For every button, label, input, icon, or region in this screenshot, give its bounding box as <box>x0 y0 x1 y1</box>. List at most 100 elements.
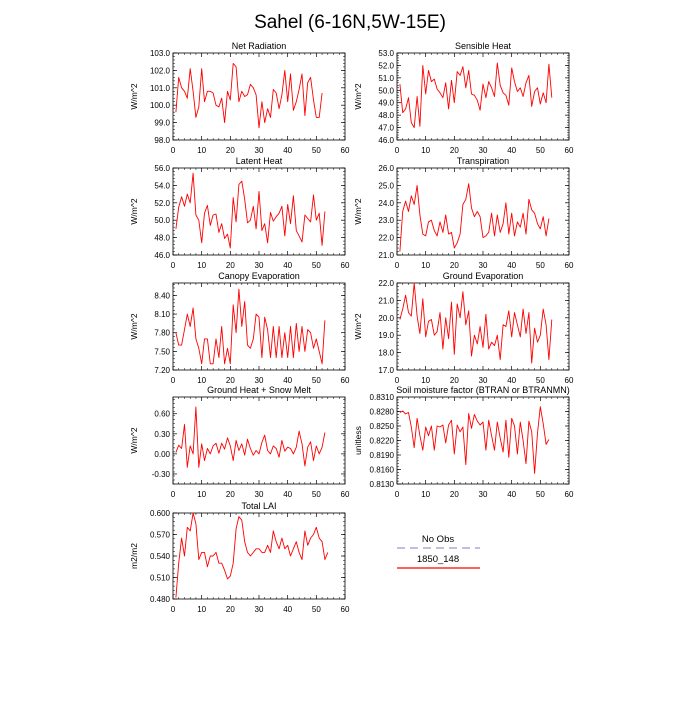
legend: No Obs 1850_148 <box>397 534 480 569</box>
series-line-canopy-evaporation <box>175 288 326 365</box>
y-tick-label: 101.0 <box>150 84 171 93</box>
x-tick-label: 40 <box>507 376 516 385</box>
series-line-transpiration <box>399 183 550 252</box>
y-tick-label: 8.40 <box>154 291 170 300</box>
x-tick-label: 30 <box>255 146 264 155</box>
y-tick-label: 17.0 <box>378 366 394 375</box>
panel-title: Transpiration <box>457 156 509 166</box>
x-tick-label: 20 <box>450 490 459 499</box>
y-tick-label: 18.0 <box>378 349 394 358</box>
panel-title: Sensible Heat <box>455 41 512 51</box>
y-axis-label: W/m^2 <box>129 198 139 224</box>
panel-transpiration: Transpiration 0 10 20 30 40 50 60 21.0 22.0 23.0 24… <box>353 156 574 270</box>
y-tick-label: 54.0 <box>154 181 170 190</box>
y-tick-label: 0.8130 <box>370 480 395 489</box>
x-tick-label: 0 <box>171 376 176 385</box>
x-tick-label: 0 <box>395 146 400 155</box>
panel-net-radiation: Net Radiation 0 10 20 30 40 50 60 98.0 99.0 100.0 1… <box>129 41 350 155</box>
x-tick-label: 60 <box>341 376 350 385</box>
y-tick-label: 22.0 <box>378 279 394 288</box>
x-tick-label: 30 <box>479 261 488 270</box>
x-tick-label: 10 <box>197 146 206 155</box>
x-tick-label: 20 <box>226 490 235 499</box>
x-tick-label: 60 <box>565 490 574 499</box>
plot-frame <box>172 396 346 485</box>
panel-title: Canopy Evaporation <box>218 271 300 281</box>
x-tick-label: 50 <box>536 490 545 499</box>
y-tick-label: 20.0 <box>378 314 394 323</box>
y-tick-label: 0.30 <box>154 430 170 439</box>
x-tick-label: 60 <box>565 261 574 270</box>
panel-title: Soil moisture factor (BTRAN or BTRANMN) <box>396 385 570 395</box>
y-tick-label: 0.570 <box>150 531 171 540</box>
y-tick-label: 26.0 <box>378 164 394 173</box>
x-tick-label: 40 <box>283 376 292 385</box>
y-tick-label: 103.0 <box>150 49 171 58</box>
series-line-soil-moisture-factor-btran-or-btranmn <box>399 406 550 474</box>
y-axis-label: W/m^2 <box>353 83 363 109</box>
series-line-net-radiation <box>175 62 323 129</box>
y-tick-label: 56.0 <box>154 164 170 173</box>
series-line-sensible-heat <box>399 62 553 129</box>
y-axis-label: W/m^2 <box>129 83 139 109</box>
x-tick-label: 40 <box>507 490 516 499</box>
x-tick-label: 30 <box>479 490 488 499</box>
y-tick-label: 0.8280 <box>370 408 395 417</box>
x-tick-label: 10 <box>197 605 206 614</box>
x-tick-label: 0 <box>171 490 176 499</box>
x-tick-label: 0 <box>395 261 400 270</box>
x-tick-label: 60 <box>565 376 574 385</box>
y-tick-label: 0.8250 <box>370 422 395 431</box>
plot-frame <box>396 396 570 485</box>
y-tick-label: 99.0 <box>154 119 170 128</box>
y-tick-label: -0.30 <box>152 470 171 479</box>
x-tick-label: 20 <box>226 605 235 614</box>
page-title: Sahel (6-16N,5W-15E) <box>254 12 446 33</box>
x-tick-label: 40 <box>283 146 292 155</box>
panel-title: Total LAI <box>241 501 276 511</box>
panel-total-lai: Total LAI 0 10 20 30 40 50 60 0.480 0.510 0.540 0.5… <box>129 501 350 614</box>
x-tick-label: 30 <box>255 605 264 614</box>
y-tick-label: 21.0 <box>378 251 394 260</box>
y-tick-label: 8.10 <box>154 310 170 319</box>
y-tick-label: 0.8160 <box>370 466 395 475</box>
y-tick-label: 21.0 <box>378 296 394 305</box>
y-tick-label: 50.0 <box>378 86 394 95</box>
x-tick-label: 30 <box>255 376 264 385</box>
x-tick-label: 40 <box>283 261 292 270</box>
plot-frame <box>396 282 570 371</box>
x-tick-label: 50 <box>312 605 321 614</box>
x-tick-label: 10 <box>421 261 430 270</box>
y-tick-label: 0.600 <box>150 509 171 518</box>
x-tick-label: 30 <box>255 490 264 499</box>
y-axis-label: W/m^2 <box>353 198 363 224</box>
x-tick-label: 50 <box>312 490 321 499</box>
x-tick-label: 10 <box>197 261 206 270</box>
x-tick-label: 10 <box>421 490 430 499</box>
y-tick-label: 46.0 <box>378 136 394 145</box>
x-tick-label: 20 <box>226 146 235 155</box>
x-tick-label: 20 <box>450 146 459 155</box>
x-tick-label: 60 <box>341 261 350 270</box>
x-tick-label: 0 <box>395 376 400 385</box>
x-tick-label: 50 <box>312 146 321 155</box>
panel-canopy-evaporation: Canopy Evaporation 0 10 20 30 40 50 60 7.20 7.50 7… <box>129 271 350 385</box>
y-tick-label: 7.20 <box>154 366 170 375</box>
x-tick-label: 20 <box>450 261 459 270</box>
legend-label-1850-148: 1850_148 <box>417 554 459 565</box>
x-tick-label: 0 <box>395 490 400 499</box>
x-tick-label: 60 <box>565 146 574 155</box>
x-tick-label: 60 <box>341 146 350 155</box>
x-tick-label: 50 <box>312 376 321 385</box>
panel-latent-heat: Latent Heat 0 10 20 30 40 50 60 46.0 48.0 50.0 52.0… <box>129 156 350 270</box>
x-tick-label: 20 <box>226 376 235 385</box>
y-tick-label: 24.0 <box>378 199 394 208</box>
y-tick-label: 98.0 <box>154 136 170 145</box>
x-tick-label: 20 <box>450 376 459 385</box>
y-tick-label: 0.8310 <box>370 393 395 402</box>
y-tick-label: 48.0 <box>378 111 394 120</box>
y-axis-label: W/m^2 <box>129 427 139 453</box>
plot-frame <box>172 167 346 256</box>
legend-label-no-obs: No Obs <box>422 534 454 545</box>
